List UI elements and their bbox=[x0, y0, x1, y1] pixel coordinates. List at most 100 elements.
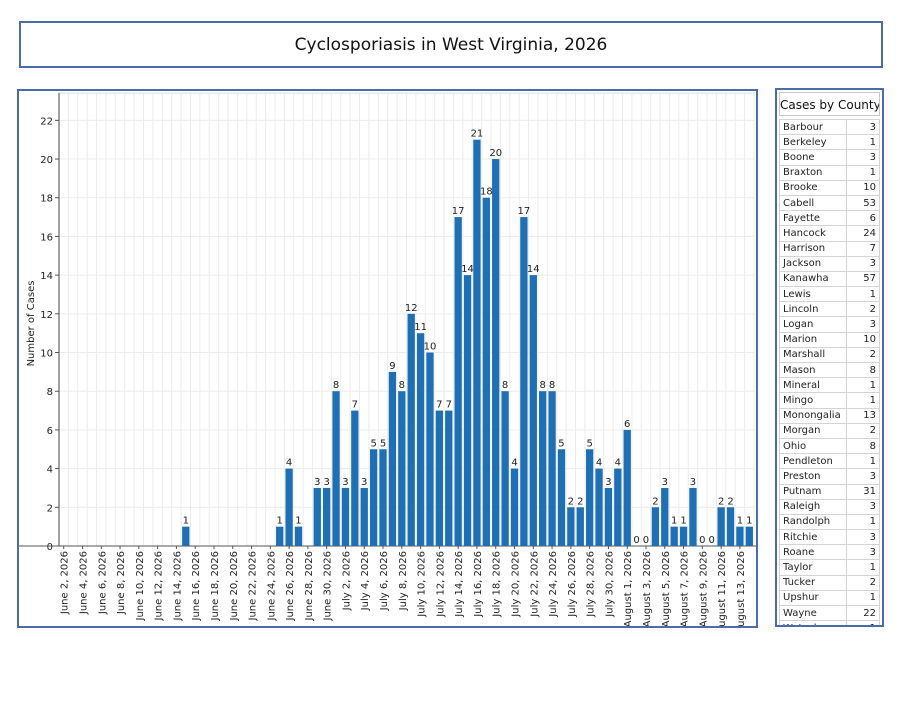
bar bbox=[445, 410, 453, 546]
bar-data-label: 5 bbox=[586, 438, 592, 449]
x-tick-label: July 14, 2026 bbox=[454, 551, 465, 618]
x-tick-label: July 10, 2026 bbox=[417, 551, 428, 618]
bar-data-label: 8 bbox=[502, 380, 508, 391]
y-tick-label: 16 bbox=[40, 232, 53, 243]
bar-data-label: 17 bbox=[452, 206, 465, 217]
county-cases: 53 bbox=[846, 194, 880, 212]
x-tick-label: August 5, 2026 bbox=[661, 551, 672, 626]
bar bbox=[426, 352, 434, 546]
county-row: Lewis 1 bbox=[779, 286, 880, 303]
county-name: Randolph bbox=[779, 513, 847, 531]
bar-data-label: 2 bbox=[568, 496, 574, 507]
county-row: Berkeley 1 bbox=[779, 134, 880, 151]
bar bbox=[351, 410, 359, 546]
bar-data-label: 3 bbox=[314, 477, 320, 488]
x-tick-label: August 11, 2026 bbox=[717, 551, 728, 626]
bar bbox=[604, 487, 613, 546]
county-cases: 7 bbox=[846, 240, 880, 257]
county-cases: 2 bbox=[846, 574, 880, 591]
chart-title: Cyclosporiasis in West Virginia, 2026 bbox=[294, 34, 608, 55]
county-name: Lincoln bbox=[779, 301, 847, 318]
bar bbox=[492, 159, 500, 546]
county-row: Marshall 2 bbox=[779, 346, 880, 364]
county-cases: 8 bbox=[846, 361, 880, 379]
x-tick-label: June 2, 2026 bbox=[60, 551, 71, 615]
county-row: Mingo 1 bbox=[779, 392, 880, 409]
bar-data-label: 1 bbox=[680, 516, 686, 527]
bar-data-label: 4 bbox=[286, 458, 292, 469]
county-name: Wayne bbox=[779, 604, 847, 622]
county-cases: 8 bbox=[846, 437, 880, 455]
county-cases: 24 bbox=[846, 225, 880, 242]
county-row: Mineral 1 bbox=[779, 377, 880, 394]
county-cases: 3 bbox=[846, 468, 880, 485]
x-tick-label: July 18, 2026 bbox=[492, 551, 503, 618]
bar-data-label: 3 bbox=[662, 477, 668, 488]
bar-data-label: 1 bbox=[671, 516, 677, 527]
county-name: Berkeley bbox=[779, 134, 847, 151]
bar-data-label: 10 bbox=[424, 342, 437, 353]
county-row: Kanawha 57 bbox=[779, 270, 880, 288]
county-row: Boone 3 bbox=[779, 149, 880, 166]
bar-data-label: 20 bbox=[489, 148, 502, 159]
bar bbox=[585, 449, 594, 546]
bar bbox=[379, 449, 387, 546]
bar bbox=[670, 526, 678, 546]
bar-data-label: 2 bbox=[727, 496, 733, 507]
bar-data-label: 8 bbox=[399, 380, 405, 391]
x-tick-label: July 16, 2026 bbox=[473, 551, 484, 618]
county-cases: 3 bbox=[846, 255, 880, 272]
county-name: Roane bbox=[779, 544, 847, 561]
bar-data-label: 9 bbox=[389, 361, 395, 372]
bar bbox=[651, 507, 660, 546]
x-tick-label: June 14, 2026 bbox=[172, 551, 183, 622]
bar bbox=[285, 468, 293, 546]
bar-data-label: 6 bbox=[624, 419, 630, 430]
y-axis-label: Number of Cases bbox=[26, 281, 37, 367]
x-tick-label: August 1, 2026 bbox=[623, 551, 634, 626]
chart-title-box: Cyclosporiasis in West Virginia, 2026 bbox=[19, 21, 883, 68]
bar-data-label: 21 bbox=[471, 129, 484, 140]
county-row: Mason 8 bbox=[779, 361, 880, 379]
county-row: Upshur 1 bbox=[779, 589, 880, 607]
x-tick-label: July 8, 2026 bbox=[398, 551, 409, 611]
county-name: Ohio bbox=[779, 437, 847, 455]
county-name: Boone bbox=[779, 149, 847, 166]
county-cases: 1 bbox=[846, 513, 880, 531]
county-name: Hancock bbox=[779, 225, 847, 242]
bar-data-label: 8 bbox=[539, 380, 545, 391]
bar-data-label: 7 bbox=[446, 400, 452, 411]
chart-panel: 0 2 4 6 8 10 12 14 16 18 20 22 Number of Cases 1 1 4 1 3 3… bbox=[17, 89, 758, 628]
county-cases: 1 bbox=[846, 620, 880, 625]
county-name: Lewis bbox=[779, 286, 847, 303]
bar-data-label: 1 bbox=[746, 516, 752, 527]
county-name: Pendleton bbox=[779, 453, 847, 470]
bar-data-label: 12 bbox=[405, 303, 418, 314]
county-row: Raleigh 3 bbox=[779, 498, 880, 515]
bar-data-label: 3 bbox=[323, 477, 329, 488]
bar bbox=[548, 391, 556, 546]
county-name: Monongalia bbox=[779, 407, 847, 424]
county-name: Morgan bbox=[779, 422, 847, 439]
bar-data-label: 0 bbox=[643, 535, 649, 546]
county-row: Wetzel1 bbox=[779, 620, 880, 625]
county-cases: 10 bbox=[846, 179, 880, 196]
bar-data-label: 7 bbox=[352, 400, 358, 411]
county-cases: 3 bbox=[846, 544, 880, 561]
county-row: Braxton 1 bbox=[779, 164, 880, 181]
bar bbox=[454, 217, 462, 546]
county-row: Jackson 3 bbox=[779, 255, 880, 272]
y-tick-label: 20 bbox=[40, 155, 53, 166]
county-cases: 57 bbox=[846, 270, 880, 288]
bar bbox=[745, 526, 753, 546]
county-row: Pendleton 1 bbox=[779, 453, 880, 470]
bar bbox=[520, 217, 528, 546]
county-name: Brooke bbox=[779, 179, 847, 196]
county-cases: 1 bbox=[846, 392, 880, 409]
county-name: Barbour bbox=[779, 118, 847, 136]
county-cases: 3 bbox=[846, 149, 880, 166]
county-row: Preston 3 bbox=[779, 468, 880, 485]
x-tick-label: June 16, 2026 bbox=[191, 551, 202, 622]
x-tick-label: July 24, 2026 bbox=[548, 551, 559, 618]
y-tick-label: 10 bbox=[40, 349, 53, 360]
